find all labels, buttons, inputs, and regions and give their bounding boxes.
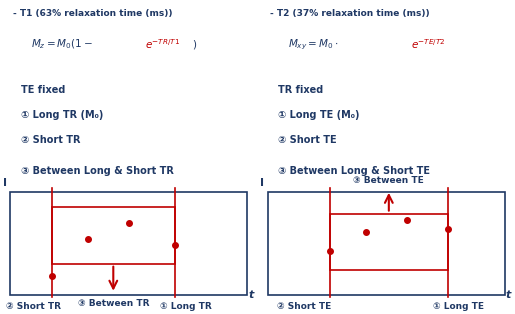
Text: I: I bbox=[3, 178, 7, 188]
Text: ① Long TE (M₀): ① Long TE (M₀) bbox=[278, 110, 359, 120]
Bar bbox=[268, 192, 505, 295]
Text: $e^{-TE/T2}$: $e^{-TE/T2}$ bbox=[410, 38, 445, 51]
Text: ③ Between TR: ③ Between TR bbox=[78, 299, 149, 308]
Text: - T2 (37% relaxation time (ms)): - T2 (37% relaxation time (ms)) bbox=[270, 9, 430, 19]
Text: TR fixed: TR fixed bbox=[278, 85, 323, 95]
Text: t: t bbox=[506, 290, 511, 300]
Text: - T1 (63% relaxation time (ms)): - T1 (63% relaxation time (ms)) bbox=[13, 9, 173, 19]
Text: ② Short TE: ② Short TE bbox=[277, 302, 331, 311]
Text: TE fixed: TE fixed bbox=[21, 85, 65, 95]
Text: ② Short TE: ② Short TE bbox=[278, 135, 337, 145]
Text: ③ Between Long & Short TE: ③ Between Long & Short TE bbox=[278, 166, 430, 176]
Bar bbox=[330, 214, 448, 270]
Text: $e^{-TR/T1}$: $e^{-TR/T1}$ bbox=[145, 38, 181, 51]
Text: ② Short TR: ② Short TR bbox=[21, 135, 80, 145]
Text: ① Long TR: ① Long TR bbox=[160, 302, 211, 311]
Bar bbox=[10, 192, 247, 295]
Text: $M_z = M_0(1 - $: $M_z = M_0(1 - $ bbox=[31, 38, 93, 51]
Text: ① Long TR (M₀): ① Long TR (M₀) bbox=[21, 110, 103, 120]
Text: t: t bbox=[248, 290, 254, 300]
Text: $M_{xy} = M_0 \cdot $: $M_{xy} = M_0 \cdot $ bbox=[288, 38, 339, 52]
Text: ② Short TR: ② Short TR bbox=[6, 302, 61, 311]
Bar bbox=[52, 207, 175, 264]
Text: ③ Between Long & Short TR: ③ Between Long & Short TR bbox=[21, 166, 174, 176]
Text: I: I bbox=[260, 178, 264, 188]
Text: ③ Between TE: ③ Between TE bbox=[353, 176, 424, 185]
Text: ① Long TE: ① Long TE bbox=[433, 302, 484, 311]
Text: $)$: $)$ bbox=[192, 38, 197, 51]
